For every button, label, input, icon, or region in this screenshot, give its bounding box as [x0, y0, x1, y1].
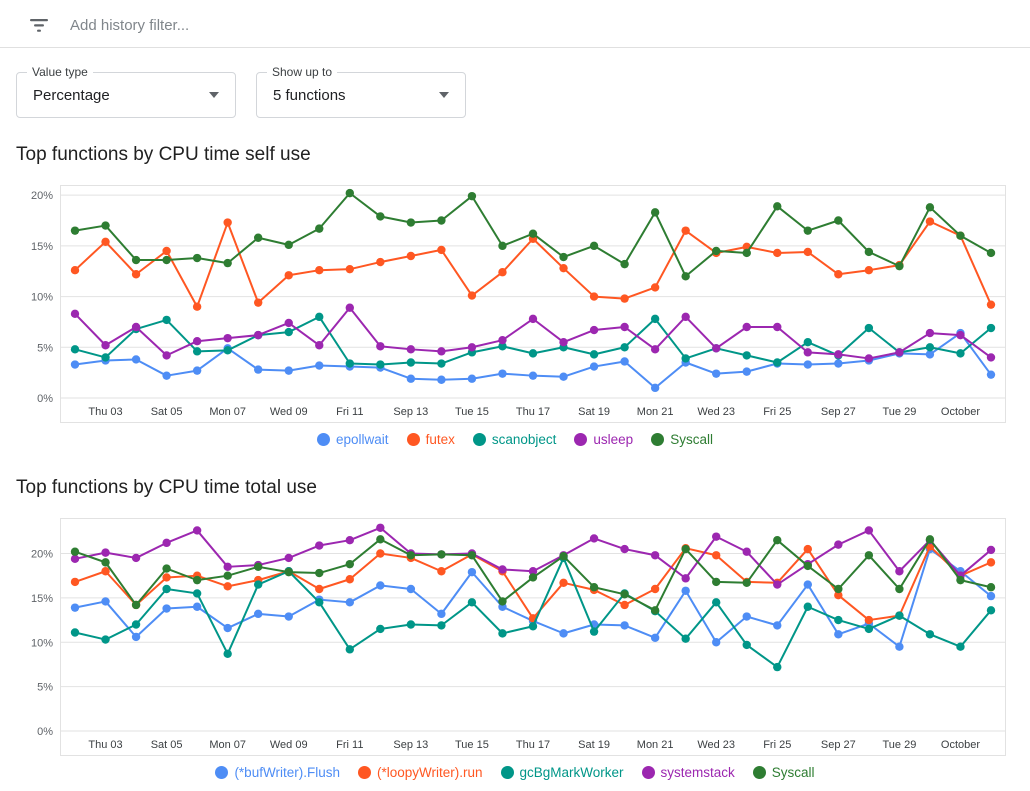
svg-text:15%: 15%: [31, 241, 53, 253]
legend-item-syscall: Syscall: [752, 765, 815, 780]
chart-controls: Value type Percentage Show up to 5 funct…: [0, 48, 1030, 118]
legend-dot-icon: [215, 766, 229, 779]
legend-dot-icon: [752, 766, 766, 779]
legend-dot-icon: [651, 433, 665, 446]
legend-item-usleep: usleep: [574, 432, 633, 447]
svg-text:10%: 10%: [31, 292, 53, 304]
legend-item-loopywriter-run: (*loopyWriter).run: [357, 765, 483, 780]
svg-text:Sat 05: Sat 05: [151, 739, 183, 751]
svg-text:Sat 05: Sat 05: [151, 406, 183, 418]
cpu-total-use-legend: (*bufWriter).Flush (*loopyWriter).run gcBg…: [16, 757, 1014, 784]
filter-list-icon: [30, 19, 48, 32]
show-up-to-value: 5 functions: [273, 86, 346, 104]
svg-text:20%: 20%: [31, 549, 53, 561]
legend-item-epollwait: epollwait: [317, 432, 389, 447]
legend-label: usleep: [593, 432, 634, 447]
svg-text:Sep 13: Sep 13: [393, 406, 428, 418]
legend-label: Syscall: [670, 432, 713, 447]
svg-text:Thu 17: Thu 17: [516, 406, 550, 418]
legend-label: gcBgMarkWorker: [519, 765, 624, 780]
legend-item-bufwriter-flush: (*bufWriter).Flush: [215, 765, 340, 780]
svg-text:Fri 11: Fri 11: [336, 406, 363, 418]
svg-text:10%: 10%: [31, 637, 53, 649]
legend-label: Syscall: [771, 765, 815, 780]
svg-text:Fri 25: Fri 25: [763, 406, 791, 418]
svg-text:Tue 29: Tue 29: [882, 739, 916, 751]
svg-text:Wed 09: Wed 09: [270, 739, 308, 751]
svg-text:Mon 21: Mon 21: [637, 406, 674, 418]
divider: [0, 47, 1030, 48]
svg-text:Fri 11: Fri 11: [336, 739, 363, 751]
legend-dot-icon: [472, 433, 486, 446]
cpu-total-use-chart[interactable]: 0% 5% 10% 15% 20% Thu 03 Sat 05 Mon 07 Wed 09 Fri…: [16, 509, 1014, 757]
svg-text:0%: 0%: [37, 726, 53, 738]
svg-text:Wed 23: Wed 23: [697, 739, 735, 751]
legend-item-scanobject: scanobject: [472, 432, 557, 447]
svg-text:0%: 0%: [37, 393, 53, 405]
svg-text:5%: 5%: [37, 682, 53, 694]
svg-text:Wed 23: Wed 23: [697, 406, 735, 418]
svg-text:October: October: [941, 739, 980, 751]
legend-label: (*loopyWriter).run: [376, 765, 483, 780]
svg-text:Sep 13: Sep 13: [393, 739, 428, 751]
history-filter-bar: [0, 0, 1030, 47]
legend-label: futex: [425, 432, 455, 447]
legend-item-syscall: Syscall: [651, 432, 713, 447]
legend-label: scanobject: [491, 432, 557, 447]
svg-text:October: October: [941, 406, 980, 418]
svg-text:15%: 15%: [31, 593, 53, 605]
legend-dot-icon: [574, 433, 588, 446]
legend-label: systemstack: [660, 765, 735, 780]
cpu-self-use-legend: epollwait futex scanobject usleep Syscall: [16, 424, 1014, 451]
svg-text:Sat 19: Sat 19: [578, 406, 610, 418]
cpu-total-use-title: Top functions by CPU time total use: [16, 477, 317, 498]
value-type-label: Value type: [27, 65, 93, 79]
svg-text:5%: 5%: [37, 342, 53, 354]
chevron-down-icon: [439, 92, 449, 98]
svg-text:Mon 07: Mon 07: [209, 406, 246, 418]
legend-item-futex: futex: [406, 432, 455, 447]
legend-label: epollwait: [336, 432, 389, 447]
history-filter-input[interactable]: [68, 16, 1014, 35]
svg-text:Mon 07: Mon 07: [209, 739, 246, 751]
legend-dot-icon: [406, 433, 420, 446]
svg-text:Sep 27: Sep 27: [821, 406, 856, 418]
svg-text:Thu 17: Thu 17: [516, 739, 550, 751]
cpu-self-use-chart[interactable]: 0% 5% 10% 15% 20% Thu 03 Sat 05 Mon 07 Wed 09 Fri…: [16, 176, 1014, 424]
svg-text:Sat 19: Sat 19: [578, 739, 610, 751]
legend-item-systemstack: systemstack: [641, 765, 735, 780]
legend-label: (*bufWriter).Flush: [234, 765, 340, 780]
svg-text:20%: 20%: [31, 190, 53, 202]
show-up-to-label: Show up to: [267, 65, 338, 79]
value-type-value: Percentage: [33, 86, 110, 104]
legend-dot-icon: [500, 766, 514, 779]
svg-text:Tue 29: Tue 29: [882, 406, 916, 418]
legend-dot-icon: [357, 766, 371, 779]
svg-text:Fri 25: Fri 25: [763, 739, 791, 751]
svg-text:Sep 27: Sep 27: [821, 739, 856, 751]
chevron-down-icon: [209, 92, 219, 98]
svg-text:Tue 15: Tue 15: [455, 739, 489, 751]
legend-dot-icon: [317, 433, 331, 446]
legend-dot-icon: [641, 766, 655, 779]
svg-text:Wed 09: Wed 09: [270, 406, 308, 418]
cpu-self-use-chart-container: 0% 5% 10% 15% 20% Thu 03 Sat 05 Mon 07 Wed 09 Fri…: [0, 176, 1030, 451]
show-up-to-select[interactable]: Show up to 5 functions: [256, 65, 466, 118]
value-type-select[interactable]: Value type Percentage: [16, 65, 236, 118]
cpu-total-use-chart-container: 0% 5% 10% 15% 20% Thu 03 Sat 05 Mon 07 Wed 09 Fri…: [0, 509, 1030, 784]
svg-text:Thu 03: Thu 03: [88, 739, 122, 751]
svg-text:Tue 15: Tue 15: [455, 406, 489, 418]
svg-text:Thu 03: Thu 03: [88, 406, 122, 418]
cpu-self-use-title: Top functions by CPU time self use: [16, 144, 311, 165]
svg-text:Mon 21: Mon 21: [637, 739, 674, 751]
legend-item-gcbgmarkworker: gcBgMarkWorker: [500, 765, 624, 780]
